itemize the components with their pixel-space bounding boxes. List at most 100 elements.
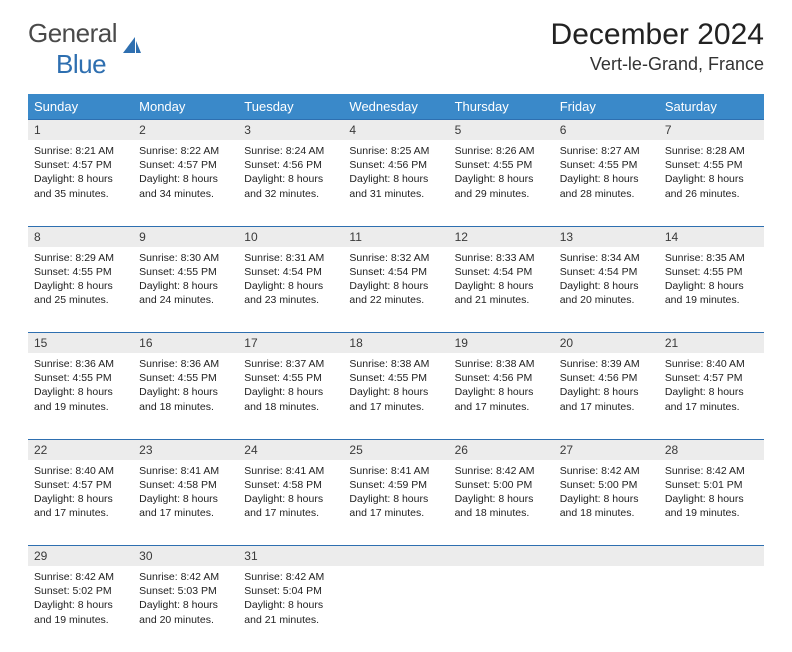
daylight-line: Daylight: 8 hours and 18 minutes.: [139, 385, 232, 413]
sunrise-line: Sunrise: 8:34 AM: [560, 251, 653, 265]
daylight-line: Daylight: 8 hours and 20 minutes.: [139, 598, 232, 626]
daylight-line: Daylight: 8 hours and 17 minutes.: [34, 492, 127, 520]
day-cell: Sunrise: 8:40 AMSunset: 4:57 PMDaylight:…: [659, 353, 764, 420]
sunset-line: Sunset: 5:00 PM: [560, 478, 653, 492]
day-cell: Sunrise: 8:42 AMSunset: 5:04 PMDaylight:…: [238, 566, 343, 633]
sunset-line: Sunset: 4:54 PM: [560, 265, 653, 279]
weekday-header: Monday: [133, 94, 238, 120]
day-content-cell: Sunrise: 8:29 AMSunset: 4:55 PMDaylight:…: [28, 247, 133, 333]
day-number: 29: [28, 546, 133, 567]
day-number: 19: [449, 333, 554, 354]
sunset-line: Sunset: 4:55 PM: [244, 371, 337, 385]
sunrise-line: Sunrise: 8:25 AM: [349, 144, 442, 158]
day-content-cell: Sunrise: 8:22 AMSunset: 4:57 PMDaylight:…: [133, 140, 238, 226]
daylight-line: Daylight: 8 hours and 29 minutes.: [455, 172, 548, 200]
sunrise-line: Sunrise: 8:39 AM: [560, 357, 653, 371]
day-number: 31: [238, 546, 343, 567]
sunset-line: Sunset: 4:57 PM: [665, 371, 758, 385]
day-content-row: Sunrise: 8:21 AMSunset: 4:57 PMDaylight:…: [28, 140, 764, 226]
day-number: 15: [28, 333, 133, 354]
weekday-header: Tuesday: [238, 94, 343, 120]
sunset-line: Sunset: 4:58 PM: [244, 478, 337, 492]
logo: General Blue: [28, 18, 143, 80]
logo-text-general: General: [28, 18, 117, 48]
sunrise-line: Sunrise: 8:24 AM: [244, 144, 337, 158]
day-number: 2: [133, 120, 238, 141]
sunrise-line: Sunrise: 8:40 AM: [34, 464, 127, 478]
day-cell: Sunrise: 8:25 AMSunset: 4:56 PMDaylight:…: [343, 140, 448, 207]
sunrise-line: Sunrise: 8:42 AM: [34, 570, 127, 584]
daylight-line: Daylight: 8 hours and 19 minutes.: [665, 492, 758, 520]
logo-sail-icon: [121, 35, 143, 62]
day-cell: Sunrise: 8:42 AMSunset: 5:00 PMDaylight:…: [554, 460, 659, 527]
daylight-line: Daylight: 8 hours and 19 minutes.: [34, 598, 127, 626]
day-cell: Sunrise: 8:24 AMSunset: 4:56 PMDaylight:…: [238, 140, 343, 207]
day-number: 22: [28, 439, 133, 460]
weekday-header: Wednesday: [343, 94, 448, 120]
empty-day-cell: [343, 566, 448, 652]
day-cell: Sunrise: 8:40 AMSunset: 4:57 PMDaylight:…: [28, 460, 133, 527]
day-number: 25: [343, 439, 448, 460]
daylight-line: Daylight: 8 hours and 32 minutes.: [244, 172, 337, 200]
day-content-cell: Sunrise: 8:41 AMSunset: 4:59 PMDaylight:…: [343, 460, 448, 546]
day-content-cell: Sunrise: 8:21 AMSunset: 4:57 PMDaylight:…: [28, 140, 133, 226]
daylight-line: Daylight: 8 hours and 21 minutes.: [244, 598, 337, 626]
day-content-cell: Sunrise: 8:42 AMSunset: 5:01 PMDaylight:…: [659, 460, 764, 546]
empty-day-number: [343, 546, 448, 567]
day-content-cell: Sunrise: 8:32 AMSunset: 4:54 PMDaylight:…: [343, 247, 448, 333]
sunrise-line: Sunrise: 8:41 AM: [139, 464, 232, 478]
day-number: 12: [449, 226, 554, 247]
day-number-row: 22232425262728: [28, 439, 764, 460]
weekday-header-row: SundayMondayTuesdayWednesdayThursdayFrid…: [28, 94, 764, 120]
day-content-cell: Sunrise: 8:40 AMSunset: 4:57 PMDaylight:…: [28, 460, 133, 546]
day-number: 30: [133, 546, 238, 567]
day-number: 28: [659, 439, 764, 460]
day-content-cell: Sunrise: 8:42 AMSunset: 5:04 PMDaylight:…: [238, 566, 343, 652]
sunset-line: Sunset: 4:56 PM: [244, 158, 337, 172]
daylight-line: Daylight: 8 hours and 25 minutes.: [34, 279, 127, 307]
day-cell: Sunrise: 8:41 AMSunset: 4:58 PMDaylight:…: [238, 460, 343, 527]
day-content-cell: Sunrise: 8:34 AMSunset: 4:54 PMDaylight:…: [554, 247, 659, 333]
sunrise-line: Sunrise: 8:26 AM: [455, 144, 548, 158]
sunset-line: Sunset: 5:01 PM: [665, 478, 758, 492]
weekday-header: Saturday: [659, 94, 764, 120]
day-content-cell: Sunrise: 8:37 AMSunset: 4:55 PMDaylight:…: [238, 353, 343, 439]
empty-day-number: [554, 546, 659, 567]
day-number: 18: [343, 333, 448, 354]
day-content-cell: Sunrise: 8:28 AMSunset: 4:55 PMDaylight:…: [659, 140, 764, 226]
sunrise-line: Sunrise: 8:22 AM: [139, 144, 232, 158]
day-cell: Sunrise: 8:42 AMSunset: 5:03 PMDaylight:…: [133, 566, 238, 633]
sunset-line: Sunset: 4:55 PM: [665, 265, 758, 279]
empty-day-cell: [659, 566, 764, 652]
day-number: 7: [659, 120, 764, 141]
day-cell: Sunrise: 8:27 AMSunset: 4:55 PMDaylight:…: [554, 140, 659, 207]
day-content-cell: Sunrise: 8:33 AMSunset: 4:54 PMDaylight:…: [449, 247, 554, 333]
day-number-row: 293031: [28, 546, 764, 567]
daylight-line: Daylight: 8 hours and 35 minutes.: [34, 172, 127, 200]
daylight-line: Daylight: 8 hours and 28 minutes.: [560, 172, 653, 200]
sunset-line: Sunset: 4:55 PM: [349, 371, 442, 385]
day-number-row: 891011121314: [28, 226, 764, 247]
sunset-line: Sunset: 5:03 PM: [139, 584, 232, 598]
month-title: December 2024: [551, 18, 764, 52]
daylight-line: Daylight: 8 hours and 18 minutes.: [455, 492, 548, 520]
daylight-line: Daylight: 8 hours and 19 minutes.: [34, 385, 127, 413]
empty-day-number: [659, 546, 764, 567]
day-cell: Sunrise: 8:39 AMSunset: 4:56 PMDaylight:…: [554, 353, 659, 420]
day-number: 24: [238, 439, 343, 460]
sunrise-line: Sunrise: 8:37 AM: [244, 357, 337, 371]
sunset-line: Sunset: 4:54 PM: [244, 265, 337, 279]
weekday-header: Thursday: [449, 94, 554, 120]
sunset-line: Sunset: 4:59 PM: [349, 478, 442, 492]
sunrise-line: Sunrise: 8:32 AM: [349, 251, 442, 265]
sunrise-line: Sunrise: 8:29 AM: [34, 251, 127, 265]
day-cell: Sunrise: 8:42 AMSunset: 5:01 PMDaylight:…: [659, 460, 764, 527]
sunrise-line: Sunrise: 8:27 AM: [560, 144, 653, 158]
sunrise-line: Sunrise: 8:28 AM: [665, 144, 758, 158]
sunset-line: Sunset: 4:55 PM: [139, 265, 232, 279]
day-number: 5: [449, 120, 554, 141]
day-number: 3: [238, 120, 343, 141]
day-number: 8: [28, 226, 133, 247]
sunrise-line: Sunrise: 8:38 AM: [349, 357, 442, 371]
sunset-line: Sunset: 4:55 PM: [139, 371, 232, 385]
